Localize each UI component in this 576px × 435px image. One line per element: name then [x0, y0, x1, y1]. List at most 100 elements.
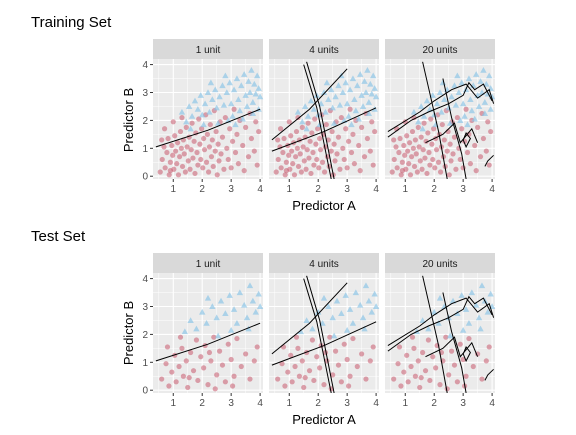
class2-point — [371, 290, 378, 297]
class1-point — [432, 165, 438, 171]
class2-point — [193, 325, 200, 332]
class1-point — [313, 141, 319, 147]
class1-point — [397, 135, 403, 142]
class2-point — [294, 108, 302, 115]
class1-point — [286, 152, 292, 158]
class2-point — [315, 308, 322, 315]
decision-boundary — [484, 368, 494, 381]
decision-boundary — [387, 297, 495, 347]
class2-point — [410, 108, 418, 115]
class1-point — [328, 148, 334, 154]
class2-point — [322, 108, 329, 115]
boundary-group — [271, 275, 377, 393]
class1-point — [184, 144, 190, 150]
class2-point — [372, 93, 380, 100]
decision-boundary — [484, 154, 494, 167]
class1-point — [163, 361, 169, 367]
class1-point — [311, 377, 317, 384]
class1-point — [241, 168, 247, 174]
class2-point — [452, 101, 460, 108]
class1-point — [370, 344, 376, 350]
class1-point — [306, 155, 312, 161]
class1-point — [308, 170, 314, 177]
set-title: Test Set — [31, 228, 86, 245]
class1-point — [399, 168, 405, 174]
class2-point — [243, 103, 251, 110]
boundary-group — [387, 61, 495, 179]
class2-point — [352, 107, 360, 114]
decision-boundary — [271, 68, 348, 141]
class1-point — [307, 138, 313, 144]
class1-point — [429, 141, 435, 147]
class2-point — [240, 301, 248, 308]
class1-point — [212, 148, 218, 154]
decision-boundary — [306, 275, 335, 393]
x-tick-label: 4 — [489, 398, 495, 409]
class2-point — [235, 96, 242, 103]
class1-point — [291, 172, 298, 178]
class2-point — [478, 282, 486, 289]
class1-point — [419, 166, 425, 172]
class1-point — [283, 168, 289, 174]
class1-point — [317, 147, 324, 153]
decision-boundary — [462, 132, 471, 149]
class1-point — [206, 349, 213, 356]
class1-point — [295, 345, 301, 351]
class1-point — [314, 354, 320, 360]
class1-point — [359, 351, 365, 357]
class1-point — [282, 172, 288, 178]
class1-point — [309, 337, 316, 343]
decision-boundary — [387, 81, 493, 138]
class1-point — [420, 349, 426, 356]
class2-point — [329, 314, 336, 321]
class2-point — [206, 108, 213, 115]
class1-point — [415, 124, 421, 130]
class2-point — [346, 306, 354, 312]
class1-point — [203, 159, 210, 165]
class2-point — [238, 82, 245, 89]
class1-point — [197, 141, 203, 147]
class2-point — [254, 72, 261, 79]
y-tick-label: 1 — [142, 358, 148, 369]
class1-point — [404, 148, 411, 154]
class1-point — [329, 128, 335, 135]
class1-point — [332, 348, 339, 354]
class1-point — [431, 126, 437, 132]
x-tick-label: 2 — [431, 184, 437, 195]
class1-point — [391, 156, 397, 163]
class1-point — [192, 170, 198, 177]
class1-point — [446, 372, 452, 378]
class1-point — [190, 368, 197, 374]
class1-point — [288, 133, 294, 139]
class1-point — [254, 344, 260, 350]
class1-point — [350, 335, 356, 342]
class2-point — [487, 290, 494, 297]
class2-point — [356, 71, 364, 77]
class1-point — [372, 128, 378, 135]
class2-point — [351, 96, 358, 103]
class2-point — [365, 99, 373, 105]
class1-point — [467, 161, 473, 167]
class1-point — [398, 383, 404, 389]
class2-point — [209, 303, 216, 310]
class1-point — [337, 166, 343, 172]
class2-point — [212, 86, 219, 93]
class2-point — [420, 113, 428, 119]
class1-point — [183, 124, 189, 130]
decision-boundary — [387, 295, 493, 352]
x-axis-title: Predictor A — [292, 412, 356, 427]
class1-point — [281, 135, 287, 142]
class1-point — [315, 126, 321, 132]
decision-boundary — [155, 322, 261, 362]
class2-point — [468, 289, 476, 296]
x-axis-title: Predictor A — [292, 198, 356, 213]
class1-point — [273, 169, 279, 175]
decision-boundary — [271, 321, 377, 366]
class1-point — [369, 119, 375, 125]
class2-point — [448, 93, 455, 100]
class1-point — [179, 163, 186, 170]
class1-point — [341, 341, 347, 347]
class1-point — [167, 159, 173, 165]
decision-boundary — [462, 346, 471, 363]
class2-point — [214, 332, 222, 339]
